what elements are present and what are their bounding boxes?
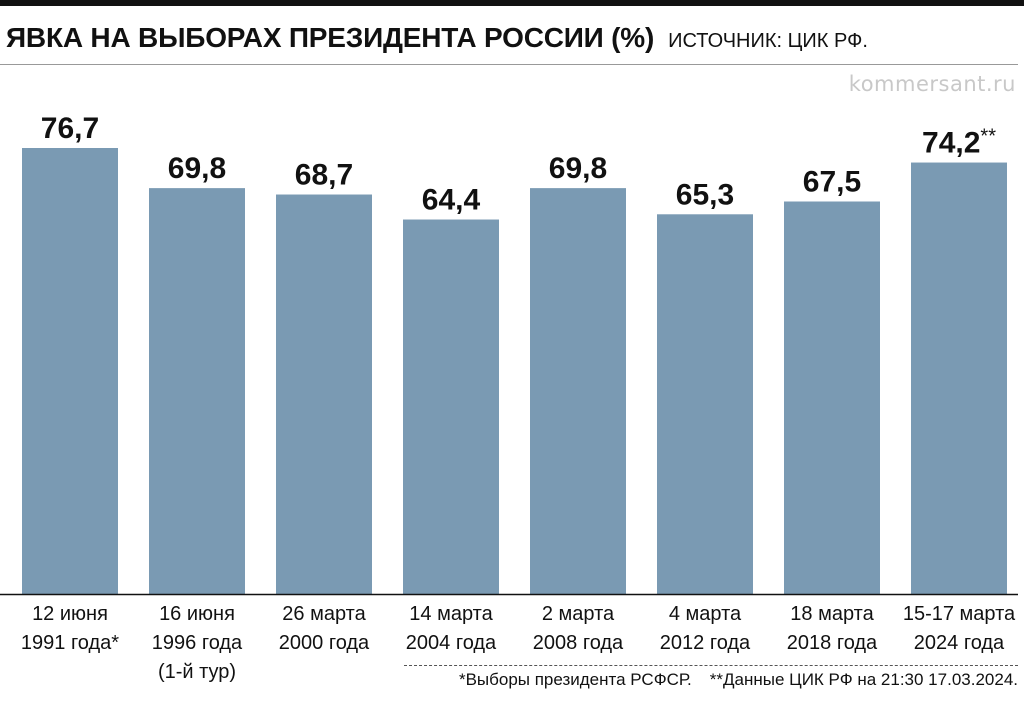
category-label-1-line-2: 1991 года*: [21, 632, 119, 654]
category-label-2-line-2: 1996 года: [152, 632, 243, 654]
value-label-1: 76,7: [41, 112, 99, 145]
bar-5: [530, 188, 626, 594]
footnotes: *Выборы президента РСФСР. **Данные ЦИК Р…: [404, 665, 1018, 690]
category-label-8-line-1: 15-17 марта: [903, 603, 1016, 625]
category-label-2-line-1: 16 июня: [159, 603, 235, 625]
value-label-4: 64,4: [422, 184, 481, 217]
category-label-3-line-2: 2000 года: [279, 632, 370, 654]
category-label-4-line-1: 14 марта: [409, 603, 493, 625]
footnote-1: *Выборы президента РСФСР.: [458, 670, 692, 689]
value-label-5: 69,8: [549, 152, 607, 185]
value-label-7: 67,5: [803, 165, 861, 198]
category-label-4-line-2: 2004 года: [406, 632, 497, 654]
category-label-5-line-1: 2 марта: [542, 603, 615, 625]
bar-7: [784, 201, 880, 594]
category-label-8-line-2: 2024 года: [914, 632, 1005, 654]
footnote-2: **Данные ЦИК РФ на 21:30 17.03.2024.: [709, 670, 1018, 689]
watermark: kommersant.ru: [848, 72, 1016, 96]
chart-header: ЯВКА НА ВЫБОРАХ ПРЕЗИДЕНТА РОССИИ (%) ИС…: [6, 22, 1018, 62]
value-label-3: 68,7: [295, 159, 353, 192]
category-label-1-line-1: 12 июня: [32, 603, 108, 625]
value-label-8: 74,2**: [922, 126, 996, 160]
category-label-2-line-3: (1-й тур): [158, 661, 236, 683]
bar-3: [276, 194, 372, 594]
value-label-2: 69,8: [168, 152, 226, 185]
top-rule: [0, 0, 1024, 6]
chart-title: ЯВКА НА ВЫБОРАХ ПРЕЗИДЕНТА РОССИИ (%): [6, 22, 655, 53]
bar-6: [657, 214, 753, 595]
source-note: ИСТОЧНИК: ЦИК РФ.: [668, 30, 868, 52]
category-label-6-line-1: 4 марта: [669, 603, 742, 625]
category-label-7-line-1: 18 марта: [790, 603, 874, 625]
value-label-6: 65,3: [676, 178, 734, 211]
bar-2: [149, 188, 245, 594]
header-rule: [0, 64, 1018, 65]
category-label-6-line-2: 2012 года: [660, 632, 751, 654]
bar-1: [22, 148, 118, 594]
category-label-7-line-2: 2018 года: [787, 632, 878, 654]
bar-4: [403, 219, 499, 594]
bar-8: [911, 162, 1007, 594]
category-label-3-line-1: 26 марта: [282, 603, 366, 625]
category-label-5-line-2: 2008 года: [533, 632, 624, 654]
